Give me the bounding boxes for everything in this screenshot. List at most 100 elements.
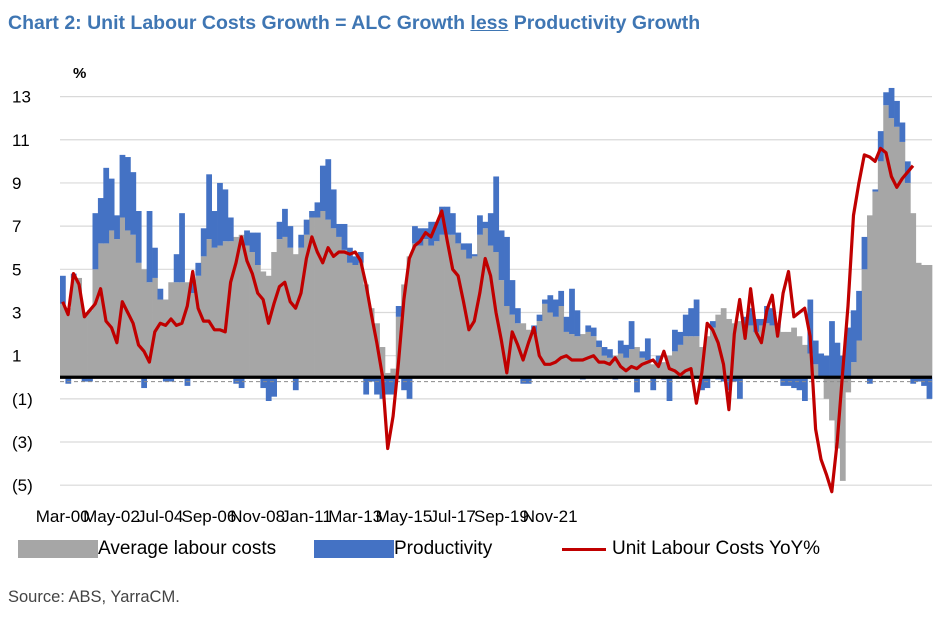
alc-bar — [547, 312, 554, 378]
productivity-bar — [547, 295, 554, 313]
productivity-bar — [444, 206, 451, 235]
alc-bar — [60, 303, 66, 378]
alc-bar — [401, 284, 407, 378]
legend-label-productivity: Productivity — [394, 538, 493, 559]
alc-bar — [254, 264, 261, 378]
productivity-bar — [433, 221, 440, 242]
productivity-bar — [829, 321, 835, 378]
alc-bar — [412, 243, 418, 378]
legend: Average labour costs Productivity Unit L… — [0, 538, 946, 564]
productivity-bar — [200, 228, 207, 257]
alc-bar — [130, 234, 137, 378]
productivity-bar — [325, 159, 332, 220]
alc-bar — [298, 247, 305, 378]
ulc-line — [61, 146, 915, 494]
legend-swatch-productivity — [314, 540, 394, 558]
productivity-bar — [623, 344, 630, 358]
productivity-bar — [482, 221, 489, 229]
y-tick-label: 11 — [12, 131, 30, 150]
legend-label-average-labour-costs: Average labour costs — [98, 538, 277, 559]
productivity-bar — [677, 331, 684, 345]
productivity-bar — [910, 377, 917, 384]
alc-bar — [195, 275, 202, 378]
alc-bar — [688, 336, 695, 378]
alc-bar — [352, 264, 359, 378]
productivity-bar — [883, 92, 890, 106]
alc-bar — [845, 377, 852, 393]
y-tick-label: 7 — [12, 217, 21, 236]
productivity-bar — [227, 217, 234, 242]
productivity-bar — [352, 256, 359, 265]
alc-bar — [791, 327, 797, 378]
x-tick-label: Nov-08 — [230, 507, 285, 526]
productivity-bar — [217, 182, 223, 246]
productivity-bar — [818, 353, 825, 378]
productivity-bar — [189, 280, 196, 294]
alc-bar — [336, 236, 342, 378]
alc-bar — [103, 243, 110, 378]
y-tick-label: (1) — [12, 390, 33, 409]
alc-bar — [227, 241, 234, 378]
alc-bar — [769, 325, 776, 378]
productivity-bar — [65, 377, 72, 384]
alc-bar — [709, 327, 716, 378]
alc-bar — [108, 230, 115, 378]
productivity-bar — [146, 211, 153, 283]
alc-bar — [601, 355, 608, 378]
productivity-bar — [574, 310, 581, 337]
alc-bar — [384, 372, 391, 378]
alc-bar — [87, 310, 93, 378]
productivity-bar — [265, 377, 272, 402]
alc-bar — [542, 303, 548, 378]
alc-bar — [628, 349, 635, 378]
alc-bar — [135, 262, 142, 378]
productivity-bar — [412, 226, 418, 244]
productivity-bar — [747, 308, 754, 326]
productivity-bar — [179, 213, 185, 283]
alc-bar — [406, 256, 413, 378]
x-tick-label: Sep-06 — [182, 507, 237, 526]
productivity-bar — [303, 219, 310, 235]
y-tick-label: (5) — [12, 476, 33, 495]
alc-bar — [558, 306, 565, 378]
productivity-bar — [509, 280, 516, 315]
alc-bar — [357, 262, 364, 378]
alc-bar — [910, 213, 917, 378]
productivity-bar — [477, 215, 483, 235]
productivity-bar — [601, 347, 608, 356]
alc-bar — [347, 262, 353, 378]
alc-bar — [520, 323, 527, 378]
alc-bar — [850, 362, 857, 378]
x-tick-label: Jan-11 — [281, 507, 332, 526]
productivity-bar — [60, 275, 66, 304]
x-tick-label: Mar-13 — [328, 507, 382, 526]
productivity-bar — [823, 355, 830, 378]
alc-bar — [276, 239, 283, 378]
productivity-bar — [141, 377, 148, 389]
alc-bar — [758, 325, 765, 378]
alc-bar — [802, 344, 808, 378]
alc-bar — [867, 215, 873, 378]
alc-bar — [509, 314, 516, 378]
alc-bar — [785, 331, 792, 378]
chart-title-emphasis: less — [470, 12, 509, 34]
productivity-bar — [168, 377, 175, 382]
productivity-bar — [758, 318, 765, 326]
productivity-bar — [802, 377, 808, 402]
productivity-bar — [590, 327, 597, 337]
productivity-bar — [834, 342, 841, 378]
alc-bar — [764, 323, 770, 378]
productivity-bar — [709, 321, 716, 328]
productivity-bar — [682, 314, 689, 337]
productivity-bar — [769, 308, 776, 326]
alc-bar — [233, 236, 240, 378]
productivity-bar — [195, 262, 202, 276]
productivity-bar — [634, 377, 640, 393]
productivity-bar — [298, 234, 305, 248]
alc-bar — [623, 357, 630, 378]
alc-bar — [877, 161, 884, 378]
alc-bar — [774, 327, 781, 378]
productivity-bar — [124, 157, 131, 231]
alc-bar — [585, 331, 592, 378]
